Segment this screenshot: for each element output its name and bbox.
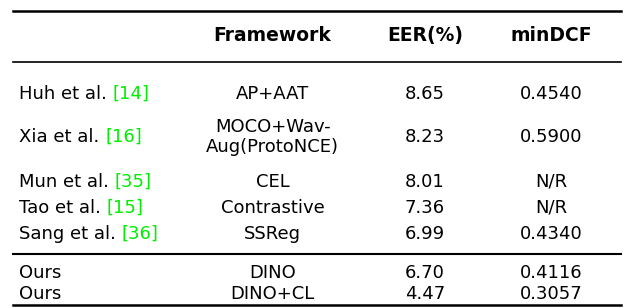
Text: DINO+CL: DINO+CL [231, 285, 314, 303]
Text: 0.3057: 0.3057 [521, 285, 583, 303]
Text: [14]: [14] [113, 85, 150, 103]
Text: Xia et al.: Xia et al. [19, 128, 105, 146]
Text: 0.4116: 0.4116 [521, 264, 583, 282]
Text: 0.4540: 0.4540 [521, 85, 583, 103]
Text: 0.4340: 0.4340 [521, 225, 583, 243]
Text: [36]: [36] [122, 225, 158, 243]
Text: Ours: Ours [19, 285, 61, 303]
Text: N/R: N/R [536, 173, 567, 191]
Text: [16]: [16] [105, 128, 142, 146]
Text: 8.01: 8.01 [405, 173, 444, 191]
Text: 4.47: 4.47 [404, 285, 445, 303]
Text: AP+AAT: AP+AAT [236, 85, 309, 103]
Text: Framework: Framework [214, 26, 332, 45]
Text: 6.99: 6.99 [404, 225, 445, 243]
Text: Contrastive: Contrastive [221, 199, 325, 217]
Text: DINO: DINO [249, 264, 296, 282]
Text: Mun et al.: Mun et al. [19, 173, 115, 191]
Text: SSReg: SSReg [244, 225, 301, 243]
Text: 8.65: 8.65 [404, 85, 445, 103]
Text: [15]: [15] [107, 199, 143, 217]
Text: CEL: CEL [256, 173, 290, 191]
Text: Ours: Ours [19, 264, 61, 282]
Text: Huh et al.: Huh et al. [19, 85, 113, 103]
Text: 8.23: 8.23 [404, 128, 445, 146]
Text: [35]: [35] [115, 173, 152, 191]
Text: minDCF: minDCF [511, 26, 592, 45]
Text: N/R: N/R [536, 199, 567, 217]
Text: MOCO+Wav-
Aug(ProtoNCE): MOCO+Wav- Aug(ProtoNCE) [206, 118, 339, 156]
Text: Sang et al.: Sang et al. [19, 225, 122, 243]
Text: 6.70: 6.70 [405, 264, 444, 282]
Text: Tao et al.: Tao et al. [19, 199, 107, 217]
Text: 0.5900: 0.5900 [521, 128, 583, 146]
Text: EER(%): EER(%) [387, 26, 463, 45]
Text: 7.36: 7.36 [404, 199, 445, 217]
